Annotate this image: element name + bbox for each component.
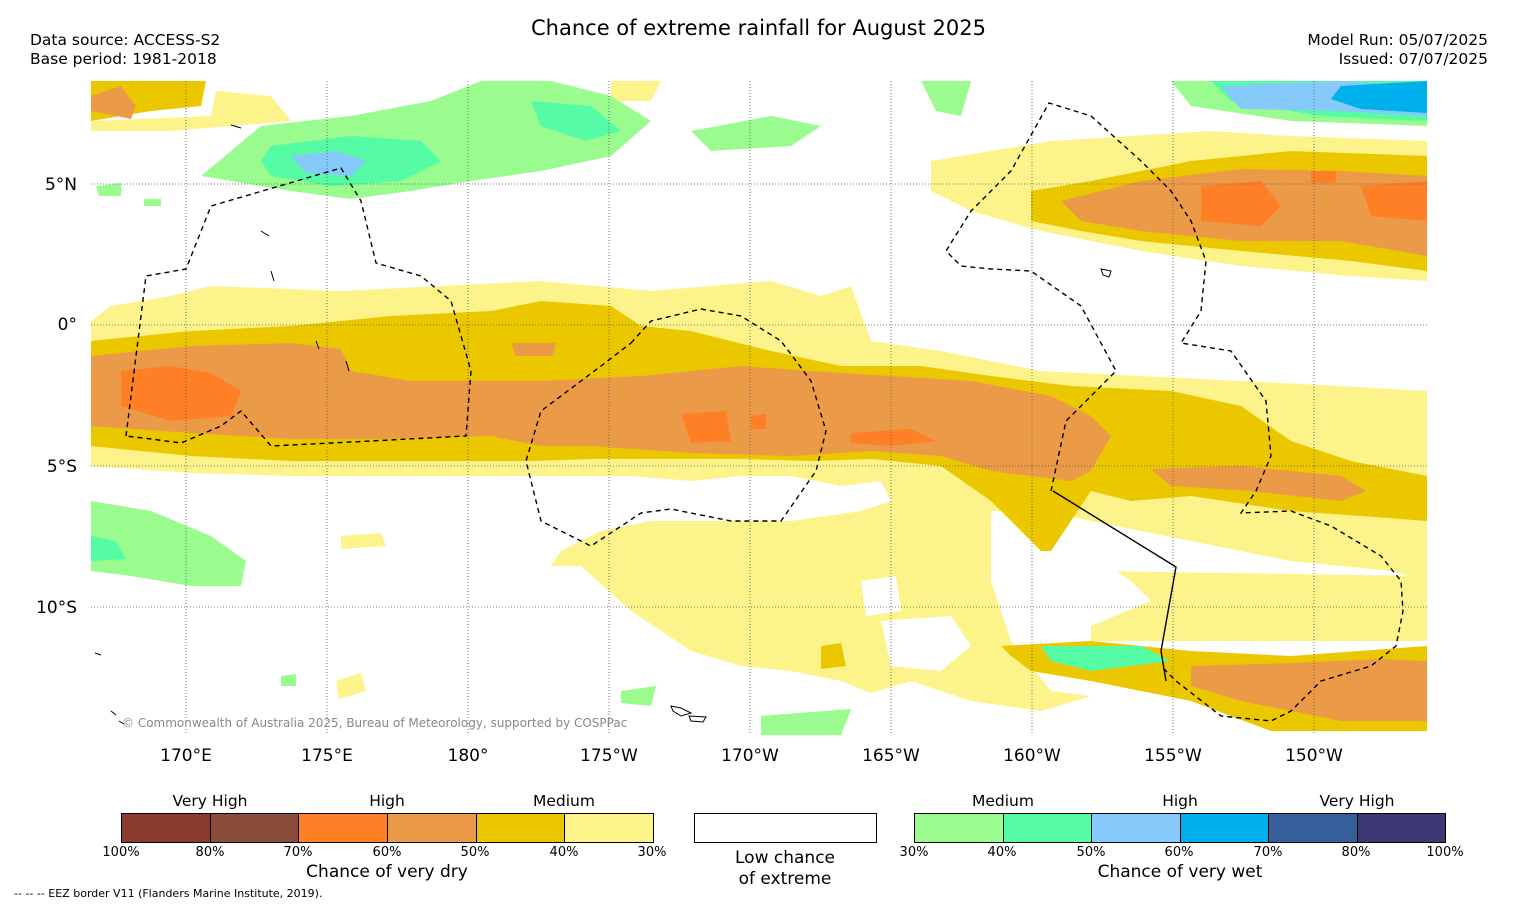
header-left: Data source: ACCESS-S2 Base period: 1981… [30,31,220,69]
island-outlines [94,124,1112,725]
dry-tick-60: 60% [372,845,402,860]
dry-50-60-areas [91,86,1427,721]
wet-tick-80: 80% [1341,845,1371,860]
dry-tick-100: 100% [102,845,140,860]
wet-60-70-areas [1331,81,1427,113]
dry-tick-80: 80% [195,845,225,860]
wet-swatch-70-80 [1269,814,1358,842]
issued-date: Issued: 07/07/2025 [1338,50,1488,68]
low-chance-label: Low chance of extreme [685,848,885,890]
lon-label-170e: 170°E [160,746,212,766]
dry-swatch-50-40 [476,814,566,842]
eez-borders [125,102,1404,722]
wet-tick-50: 50% [1076,845,1106,860]
dry-tick-70: 70% [283,845,313,860]
dry-swatch-70-60 [299,814,389,842]
dry-high-label: High [369,792,405,810]
wet-swatch-50-60 [1092,814,1181,842]
lon-label-155w: 155°W [1144,746,1202,766]
wet-tick-40: 40% [987,845,1017,860]
lon-label-170w: 170°W [721,746,779,766]
dry-tick-40: 40% [549,845,579,860]
data-source: Data source: ACCESS-S2 [30,31,221,49]
base-period: Base period: 1981-2018 [30,50,217,68]
wet-swatch-40-50 [1003,814,1092,842]
header-right: Model Run: 05/07/2025 Issued: 07/07/2025 [1307,31,1488,69]
dry-swatch-100-80 [122,814,211,842]
dry-tick-50: 50% [460,845,490,860]
low-chance-line1: Low chance [735,848,835,868]
dry-colorbar [121,813,654,843]
wet-colorbar-label: Chance of very wet [1097,862,1263,882]
wet-swatch-80-100 [1357,814,1445,842]
wet-colorbar [914,813,1446,843]
wet-swatch-60-70 [1180,814,1269,842]
lat-label-5n: 5°N [44,175,77,195]
lat-label-10s: 10°S [36,598,77,618]
dry-colorbar-label: Chance of very dry [306,862,468,882]
rainfall-map-svg [91,81,1427,735]
lon-label-165w: 165°W [862,746,920,766]
lat-label-5s: 5°S [46,457,77,477]
lon-label-150w: 150°W [1285,746,1343,766]
dry-tick-30: 30% [637,845,667,860]
dry-swatch-60-50 [388,814,477,842]
dry-swatch-80-70 [210,814,300,842]
copyright-text: © Commonwealth of Australia 2025, Bureau… [122,716,628,730]
boundary-line [1052,490,1177,682]
eez-border-note: -- -- -- EEZ border V11 (Flanders Marine… [14,887,323,900]
dry-very-high-label: Very High [172,792,248,810]
wet-tick-70: 70% [1253,845,1283,860]
wet-tick-60: 60% [1164,845,1194,860]
dry-60-70-areas [121,171,1427,446]
wet-high-label: High [1162,792,1198,810]
map-gridlines [91,81,1427,735]
dry-swatch-40-30 [565,814,654,842]
dry-medium-label: Medium [533,792,595,810]
lon-label-180: 180° [447,746,489,766]
lat-label-0: 0° [57,315,77,335]
lon-label-175w: 175°W [580,746,638,766]
low-chance-line2: of extreme [738,869,832,889]
wet-tick-100: 100% [1426,845,1464,860]
wet-very-high-label: Very High [1319,792,1395,810]
lon-label-160w: 160°W [1003,746,1061,766]
map-title: Chance of extreme rainfall for August 20… [531,16,986,40]
wet-tick-30: 30% [899,845,929,860]
low-chance-swatch [694,813,877,843]
wet-medium-label: Medium [972,792,1034,810]
model-run: Model Run: 05/07/2025 [1307,31,1488,49]
wet-swatch-30-40 [915,814,1004,842]
lon-label-175e: 175°E [301,746,353,766]
rainfall-map [91,81,1427,735]
